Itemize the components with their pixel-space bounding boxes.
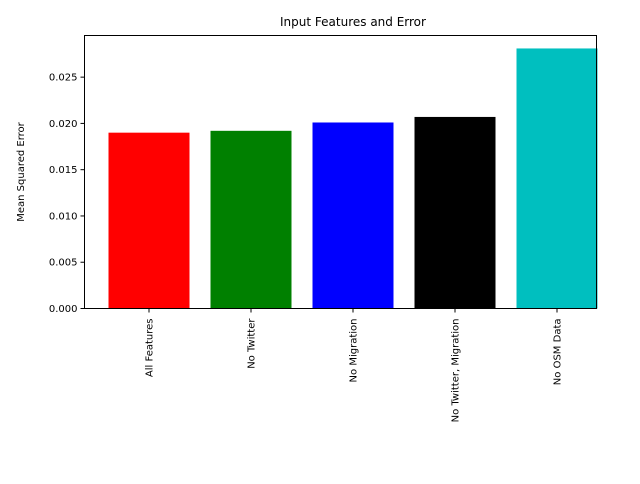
y-tick-label: 0.005	[49, 258, 78, 269]
y-axis-label: Mean Squared Error	[16, 121, 27, 221]
x-tick-label: All Features	[145, 319, 156, 378]
y-tick-label: 0.010	[49, 211, 78, 222]
bar-0	[108, 132, 190, 309]
bar-3	[414, 116, 496, 309]
chart-title: Input Features and Error	[280, 15, 426, 29]
x-tick-label: No Migration	[349, 319, 360, 383]
x-tick-label: No Twitter, Migration	[451, 319, 462, 423]
bar-1	[210, 130, 292, 309]
bars-layer	[108, 48, 598, 309]
y-tick-label: 0.025	[49, 73, 78, 84]
y-axis-ticks: 0.000 0.005 0.010 0.015 0.020 0.025	[49, 73, 85, 315]
y-tick-label: 0.015	[49, 165, 78, 176]
plot-frame	[84, 35, 597, 309]
y-tick-label: 0.020	[49, 119, 78, 130]
x-tick-label: No OSM Data	[553, 319, 564, 386]
bar-2	[312, 122, 394, 309]
x-axis-ticks: All Features No Twitter No Migration No Twi…	[145, 308, 564, 423]
y-tick-label: 0.000	[49, 304, 78, 315]
bar-4	[516, 48, 598, 309]
x-tick-label: No Twitter	[247, 318, 258, 369]
